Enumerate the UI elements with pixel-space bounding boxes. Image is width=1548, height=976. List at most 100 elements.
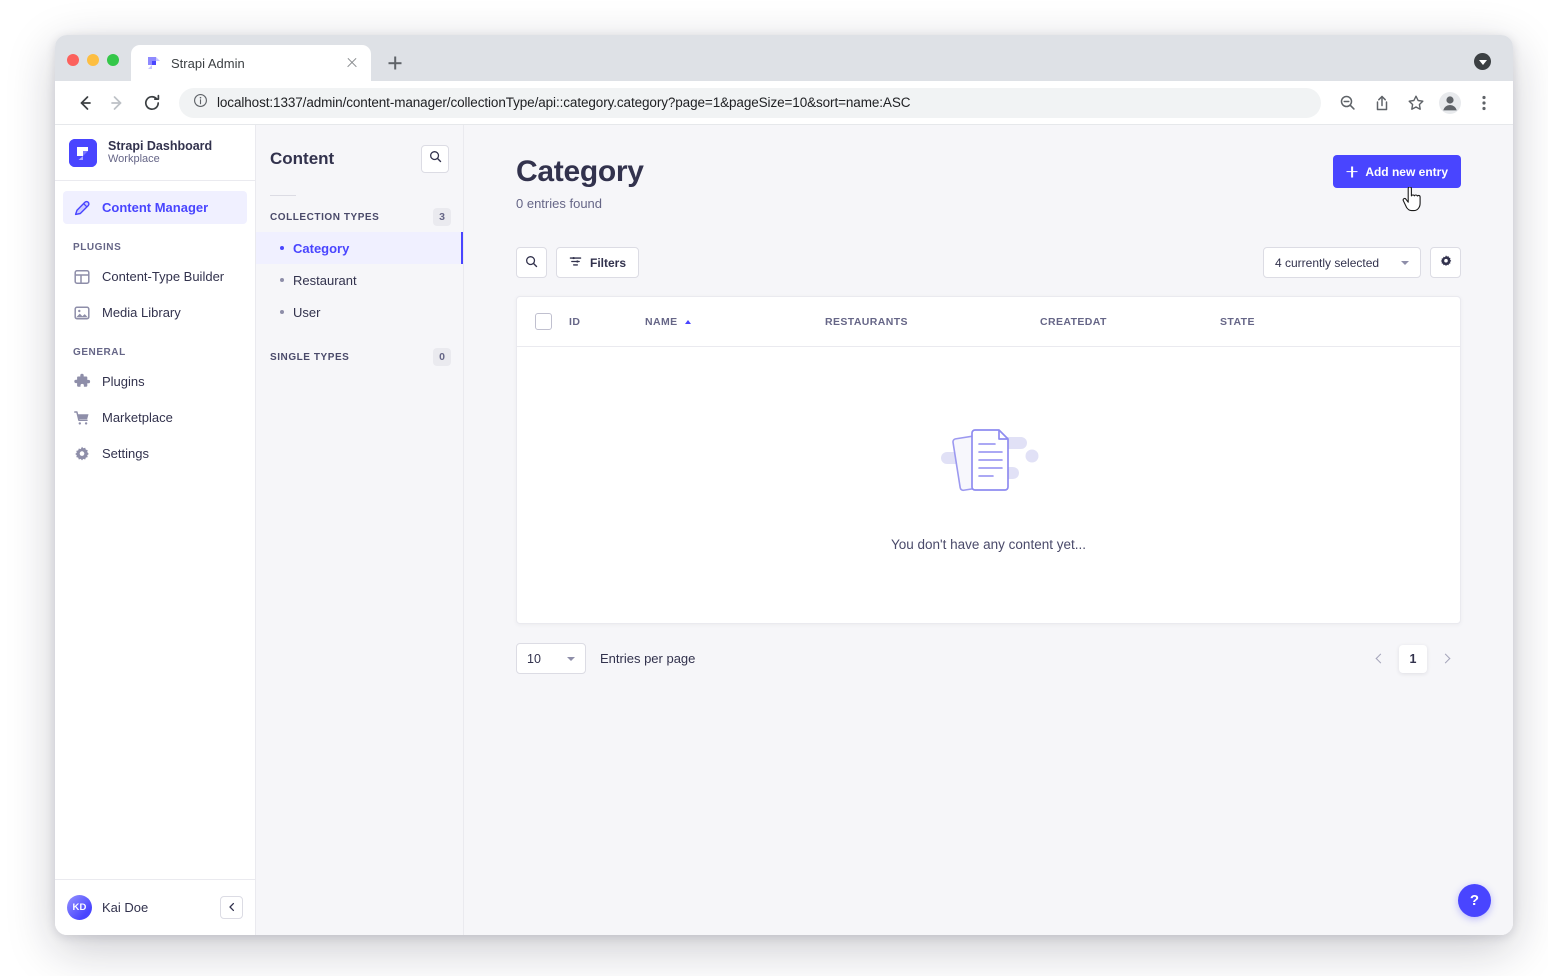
empty-state-text: You don't have any content yet... [891, 537, 1086, 552]
browser-tabstrip: Strapi Admin [55, 35, 1513, 81]
address-bar[interactable]: localhost:1337/admin/content-manager/col… [179, 87, 1321, 118]
strapi-logo-icon [69, 138, 97, 167]
chevron-right-icon [1440, 653, 1451, 664]
profile-avatar-icon[interactable] [1435, 88, 1465, 118]
single-types-count: 0 [433, 348, 451, 366]
sidebar-item-label: Plugins [102, 374, 145, 389]
layout-grid-icon [73, 268, 91, 286]
chevron-down-icon [1401, 260, 1409, 265]
table-head: ID NAME RESTAURANTS [517, 297, 1460, 347]
empty-state: You don't have any content yet... [517, 347, 1460, 623]
close-icon[interactable] [343, 54, 361, 72]
sidebar-spacer [55, 473, 255, 879]
download-icon[interactable] [1474, 53, 1491, 70]
column-header-createdat[interactable]: CREATEDAT [1040, 297, 1220, 347]
collection-types-header: COLLECTION TYPES 3 [256, 208, 463, 226]
user-name: Kai Doe [102, 900, 149, 915]
content-type-item-category[interactable]: Category [256, 232, 463, 264]
question-mark-icon: ? [1469, 892, 1480, 909]
gear-icon [73, 445, 91, 463]
empty-documents-icon [923, 418, 1055, 509]
maximize-window-button[interactable] [107, 54, 119, 66]
page-title: Category [516, 155, 644, 188]
sidebar-item-content-type-builder[interactable]: Content-Type Builder [63, 260, 247, 293]
shopping-cart-icon [73, 409, 91, 427]
column-header-name[interactable]: NAME [645, 297, 825, 347]
share-icon[interactable] [1367, 88, 1397, 118]
browser-toolbar: localhost:1337/admin/content-manager/col… [55, 81, 1513, 125]
plus-icon [1346, 166, 1357, 177]
sidebar-collapse-button[interactable] [220, 896, 243, 919]
entries-table: ID NAME RESTAURANTS [517, 297, 1460, 347]
info-circle-icon[interactable] [193, 93, 208, 113]
back-arrow-icon[interactable] [69, 88, 99, 118]
chevron-left-icon [1375, 653, 1386, 664]
bookmark-star-icon[interactable] [1401, 88, 1431, 118]
search-button[interactable] [516, 247, 547, 278]
close-window-button[interactable] [67, 54, 79, 66]
browser-tab-title: Strapi Admin [171, 55, 245, 71]
column-label: NAME [645, 315, 678, 328]
field-select[interactable]: 4 currently selected [1263, 247, 1421, 278]
sidebar-item-label: Content Manager [102, 200, 209, 215]
page-number-1[interactable]: 1 [1399, 644, 1427, 673]
sidebar-item-label: Settings [102, 446, 149, 461]
sidebar-item-settings[interactable]: Settings [63, 437, 247, 470]
content-search-button[interactable] [421, 145, 449, 173]
kebab-menu-icon[interactable] [1469, 88, 1499, 118]
entries-count: 0 entries found [516, 196, 603, 211]
content-type-label: Category [293, 240, 350, 256]
pagination: 10 Entries per page 1 [516, 643, 1461, 674]
previous-page-button[interactable] [1365, 645, 1393, 673]
column-header-restaurants[interactable]: RESTAURANTS [825, 297, 1040, 347]
zoom-out-icon[interactable] [1333, 88, 1363, 118]
content-type-item-restaurant[interactable]: Restaurant [256, 264, 463, 296]
caret-up-icon[interactable] [684, 319, 691, 324]
minimize-window-button[interactable] [87, 54, 99, 66]
help-button[interactable]: ? [1458, 884, 1491, 917]
select-all-checkbox[interactable] [535, 313, 552, 330]
sidebar-user[interactable]: KD Kai Doe [55, 879, 255, 935]
gear-icon [1439, 254, 1453, 271]
add-new-entry-label: Add new entry [1365, 164, 1448, 179]
sidebar-item-marketplace[interactable]: Marketplace [63, 401, 247, 434]
new-tab-button[interactable] [381, 49, 409, 77]
sidebar-group-plugins-label: PLUGINS [73, 242, 122, 253]
sidebar-item-plugins[interactable]: Plugins [63, 365, 247, 398]
filters-button[interactable]: Filters [556, 247, 640, 278]
forward-arrow-icon[interactable] [103, 88, 133, 118]
browser-window: Strapi Admin [55, 35, 1513, 935]
column-label: CREATEDAT [1040, 315, 1107, 328]
sidebar-item-content-manager[interactable]: Content Manager [63, 191, 247, 224]
entries-table-card: ID NAME RESTAURANTS [516, 296, 1461, 624]
entries-per-page-value: 10 [527, 651, 541, 666]
add-new-entry-button[interactable]: Add new entry [1333, 155, 1461, 188]
collection-types-count: 3 [433, 208, 451, 226]
column-label: STATE [1220, 315, 1255, 328]
next-page-button[interactable] [1433, 645, 1461, 673]
content-types-panel: Content COLLECTION TYPES 3 Catego [256, 125, 464, 935]
sidebar-group-general-label: GENERAL [73, 347, 126, 358]
reload-icon[interactable] [137, 88, 167, 118]
column-label: RESTAURANTS [825, 315, 908, 328]
window-controls [67, 54, 131, 81]
collection-types-label: COLLECTION TYPES [270, 211, 380, 223]
brand-header[interactable]: Strapi Dashboard Workplace [55, 125, 255, 181]
column-header-id[interactable]: ID [569, 297, 645, 347]
sidebar-item-media-library[interactable]: Media Library [63, 296, 247, 329]
bullet-icon [280, 246, 284, 250]
avatar: KD [67, 895, 92, 920]
main-content: Category 0 entries found Add new entry [464, 125, 1513, 935]
feather-pen-icon [73, 199, 91, 217]
column-header-state[interactable]: STATE [1220, 297, 1380, 347]
image-icon [73, 304, 91, 322]
content-type-item-user[interactable]: User [256, 296, 463, 328]
sidebar: Strapi Dashboard Workplace Content Manag… [55, 125, 256, 935]
page-controls: 1 [1365, 644, 1461, 673]
strapi-favicon-icon [147, 56, 161, 70]
search-icon [525, 255, 538, 271]
table-settings-button[interactable] [1430, 247, 1461, 278]
entries-per-page-select[interactable]: 10 [516, 643, 586, 674]
table-header-row: ID NAME RESTAURANTS [517, 297, 1460, 347]
browser-tab[interactable]: Strapi Admin [131, 45, 371, 81]
